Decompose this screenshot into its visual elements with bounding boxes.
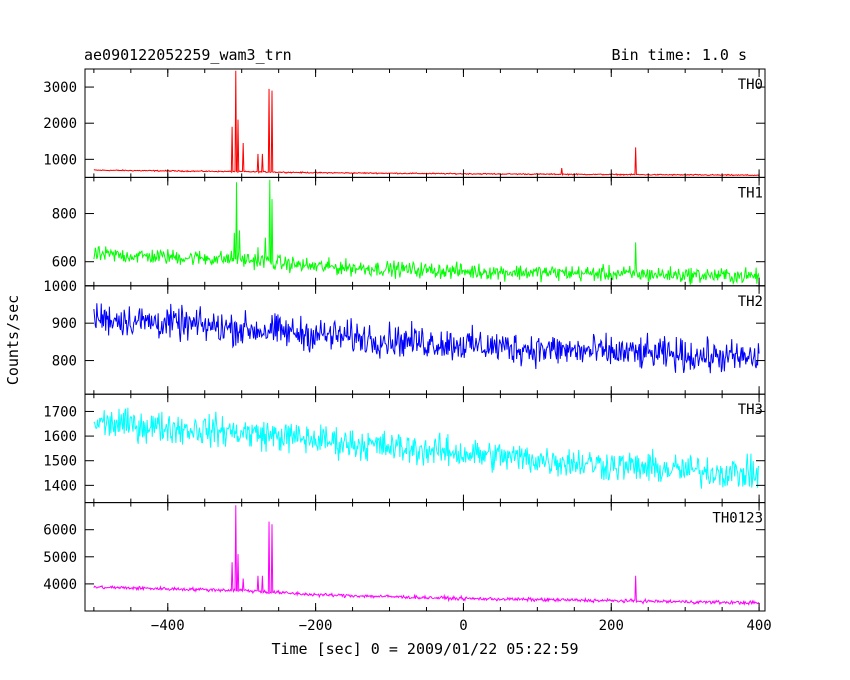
x-tick-label: 0 <box>459 618 467 634</box>
panel-th0123: 4000 5000 6000 −400 −200 0 200 400 TH0123 <box>43 502 772 634</box>
panel-label-th0: TH0 <box>738 77 763 93</box>
y-tick-label: 800 <box>52 354 77 370</box>
panel-frame-th1 <box>84 176 766 287</box>
y-tick-label: 800 <box>52 207 77 223</box>
panel-th3: 1400 1500 1600 1700 TH3 <box>43 393 766 504</box>
series-th2 <box>93 303 760 374</box>
y-tick-label: 1700 <box>43 404 77 420</box>
y-tick-label: 1000 <box>43 279 77 295</box>
series-th0 <box>93 70 760 177</box>
panel-label-th1: TH1 <box>738 185 763 201</box>
series-th3 <box>93 407 760 489</box>
panel-frame-th0 <box>84 68 766 178</box>
y-tick-label: 600 <box>52 255 77 271</box>
panel-th2: 800 900 1000 TH2 <box>43 279 766 395</box>
panel-frame-th2 <box>84 285 766 395</box>
y-tick-label: 5000 <box>43 550 77 566</box>
panel-label-th2: TH2 <box>738 294 763 310</box>
y-tick-label: 1500 <box>43 454 77 470</box>
y-tick-label: 900 <box>52 316 77 332</box>
y-tick-label: 1400 <box>43 478 77 494</box>
series-th1 <box>93 179 760 286</box>
x-tick-label: 200 <box>599 618 624 634</box>
y-tick-label: 6000 <box>43 523 77 539</box>
panel-frame-th3 <box>84 393 766 504</box>
y-tick-label: 1000 <box>43 152 77 168</box>
x-tick-label: 400 <box>746 618 771 634</box>
panel-th1: 600 800 TH1 <box>52 176 766 287</box>
panel-label-th0123: TH0123 <box>712 511 763 527</box>
y-tick-label: 4000 <box>43 577 77 593</box>
bin-time-label: Bin time: 1.0 s <box>612 46 747 64</box>
x-tick-label: −200 <box>299 618 333 634</box>
y-axis-label: Counts/sec <box>4 295 22 385</box>
y-tick-label: 1600 <box>43 429 77 445</box>
chart-title: ae090122052259_wam3_trn <box>84 46 292 64</box>
panel-th0: 1000 2000 3000 TH0 <box>43 68 766 178</box>
x-tick-label: −400 <box>151 618 185 634</box>
y-tick-label: 3000 <box>43 80 77 96</box>
panel-label-th3: TH3 <box>738 402 763 418</box>
x-axis-label: Time [sec] 0 = 2009/01/22 05:22:59 <box>271 640 578 658</box>
y-tick-label: 2000 <box>43 116 77 132</box>
series-th0123 <box>93 505 760 606</box>
